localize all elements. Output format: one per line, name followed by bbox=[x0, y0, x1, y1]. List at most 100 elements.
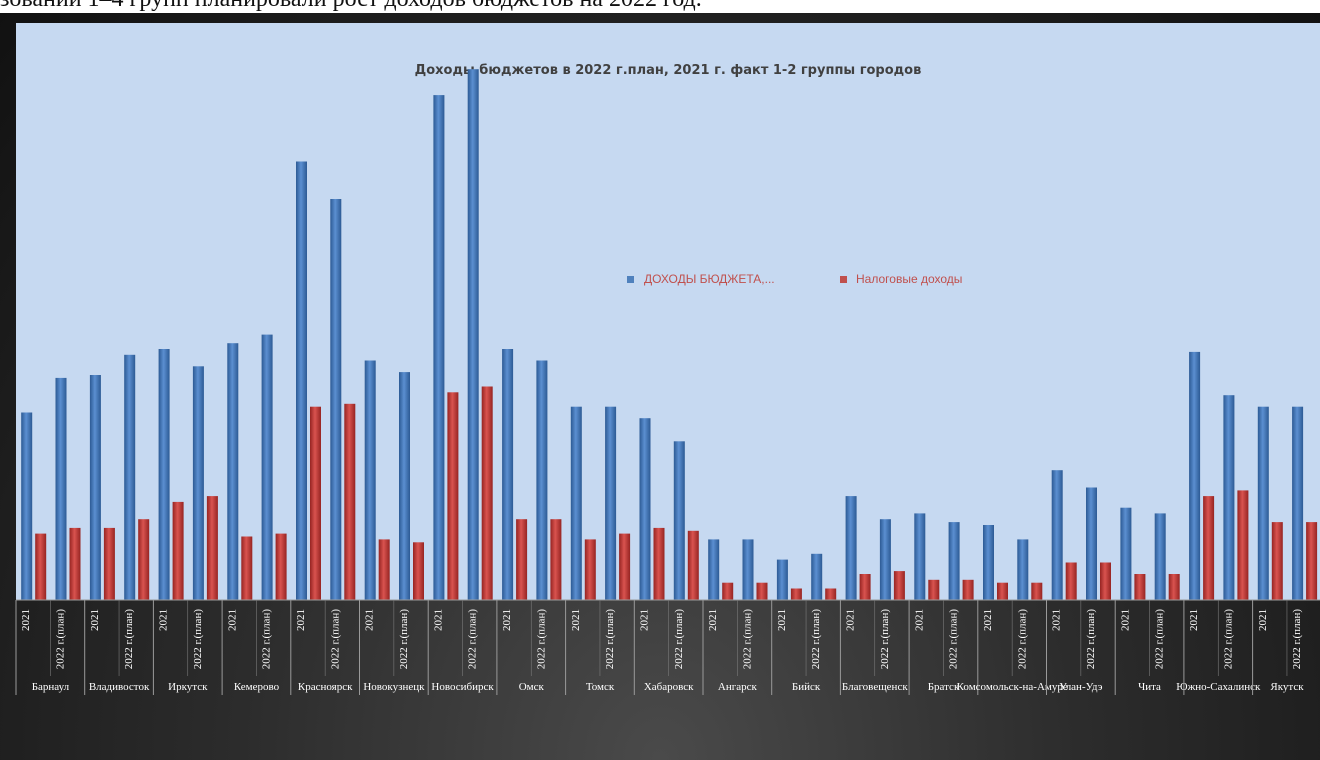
bar-sublabel: 2021 bbox=[1188, 609, 1200, 631]
bar-income bbox=[1051, 470, 1063, 600]
bar-sublabel: 2022 г.(план) bbox=[673, 609, 685, 670]
bar-tax bbox=[344, 403, 356, 600]
bar-sublabel: 2021 bbox=[295, 609, 307, 631]
city-label: Иркутск bbox=[168, 681, 208, 693]
city-label: Владивосток bbox=[89, 681, 150, 693]
bar-sublabel: 2022 г.(план) bbox=[55, 609, 67, 670]
bar-tax bbox=[138, 519, 150, 600]
chart-frame: Доходы бюджетов в 2022 г.план, 2021 г. ф… bbox=[0, 13, 1320, 760]
bar-tax bbox=[1031, 582, 1043, 600]
bar-tax bbox=[962, 579, 974, 600]
bar-tax bbox=[447, 392, 459, 600]
bar-tax bbox=[859, 574, 871, 600]
bar-income bbox=[1086, 487, 1097, 600]
bar-sublabel: 2021 bbox=[1119, 609, 1131, 631]
bar-income bbox=[467, 69, 479, 600]
chart-title: Доходы бюджетов в 2022 г.план, 2021 г. ф… bbox=[415, 63, 922, 78]
bar-sublabel: 2021 bbox=[707, 609, 719, 631]
bar-sublabel: 2022 г.(план) bbox=[948, 609, 960, 670]
city-label: Якутск bbox=[1270, 681, 1304, 693]
bar-tax bbox=[1237, 490, 1249, 600]
city-label: Улан-Удэ bbox=[1059, 681, 1103, 693]
bar-income bbox=[1257, 406, 1269, 600]
bar-income bbox=[983, 525, 994, 600]
bar-income bbox=[502, 349, 514, 600]
bar-sublabel: 2022 г.(план) bbox=[535, 609, 547, 670]
bar-income bbox=[742, 539, 754, 600]
bar-tax bbox=[928, 579, 940, 600]
bar-income bbox=[1189, 351, 1201, 600]
bar-tax bbox=[893, 571, 905, 600]
city-label: Томск bbox=[586, 681, 615, 693]
bar-income bbox=[21, 412, 33, 600]
city-label: Ангарск bbox=[718, 681, 758, 693]
bar-sublabel: 2022 г.(план) bbox=[879, 609, 891, 670]
bar-sublabel: 2021 bbox=[913, 609, 925, 631]
bar-sublabel: 2022 г.(план) bbox=[1222, 609, 1234, 670]
legend-label-income: ДОХОДЫ БЮДЖЕТА,... bbox=[644, 272, 775, 286]
bar-tax bbox=[413, 542, 424, 600]
bar-sublabel: 2022 г.(план) bbox=[1016, 609, 1028, 670]
category-axis: 2021 2022 г.(план) 2021 2022 г.(план) 2021 20… bbox=[15, 599, 1320, 695]
city-label: Южно-Сахалинск bbox=[1176, 681, 1261, 693]
bar-tax bbox=[1100, 562, 1111, 600]
bar-income bbox=[124, 354, 136, 600]
bar-tax bbox=[35, 533, 47, 600]
bar-tax bbox=[172, 501, 184, 600]
bar-income bbox=[914, 513, 926, 600]
bar-income bbox=[845, 496, 857, 600]
bar-income bbox=[536, 360, 548, 600]
bar-tax bbox=[1271, 522, 1283, 600]
bar-sublabel: 2021 bbox=[982, 609, 994, 631]
bar-tax bbox=[1203, 496, 1215, 600]
bar-sublabel: 2022 г.(план) bbox=[192, 609, 204, 670]
bar-tax bbox=[378, 539, 390, 600]
bar-sublabel: 2021 bbox=[570, 609, 582, 631]
legend-swatch-tax bbox=[840, 276, 847, 283]
bar-sublabel: 2021 bbox=[501, 609, 513, 631]
bar-income bbox=[605, 406, 617, 600]
bar-tax bbox=[206, 496, 218, 600]
city-label: Барнаул bbox=[32, 681, 70, 693]
bar-sublabel: 2021 bbox=[845, 609, 857, 631]
bar-income bbox=[158, 349, 170, 600]
city-label: Хабаровск bbox=[644, 681, 694, 693]
bar-tax bbox=[653, 527, 665, 600]
bar-sublabel: 2022 г.(план) bbox=[810, 609, 822, 670]
bar-income bbox=[1120, 507, 1132, 600]
bar-tax bbox=[310, 406, 321, 600]
bar-income bbox=[1292, 406, 1304, 600]
bar-income bbox=[227, 343, 239, 600]
bar-sublabel: 2021 bbox=[1051, 609, 1063, 631]
bar-tax bbox=[516, 519, 528, 600]
bar-tax bbox=[481, 386, 493, 600]
bars bbox=[21, 69, 1318, 600]
bar-income bbox=[1154, 513, 1166, 600]
bar-income bbox=[776, 559, 788, 600]
bar-sublabel: 2022 г.(план) bbox=[1085, 609, 1097, 670]
bar-tax bbox=[1065, 562, 1077, 600]
city-label: Братск bbox=[928, 681, 960, 693]
bar-sublabel: 2022 г.(план) bbox=[467, 609, 479, 670]
bar-sublabel: 2022 г.(план) bbox=[398, 609, 410, 670]
city-label: Кемерово bbox=[234, 681, 280, 693]
bar-tax bbox=[103, 527, 115, 600]
bar-tax bbox=[241, 536, 253, 600]
legend-swatch-income bbox=[627, 276, 634, 283]
bar-income bbox=[192, 366, 204, 600]
bar-income bbox=[879, 519, 891, 600]
bar-income bbox=[1017, 539, 1029, 600]
bar-income bbox=[673, 441, 685, 600]
bar-sublabel: 2021 bbox=[364, 609, 376, 631]
bar-income bbox=[708, 539, 720, 600]
legend-label-tax: Налоговые доходы bbox=[856, 272, 962, 286]
bar-sublabel: 2022 г.(план) bbox=[123, 609, 135, 670]
bar-income bbox=[296, 161, 307, 600]
bar-tax bbox=[275, 533, 287, 600]
bar-tax bbox=[619, 533, 631, 600]
bar-sublabel: 2022 г.(план) bbox=[261, 609, 273, 670]
bar-income bbox=[948, 522, 960, 600]
bar-sublabel: 2022 г.(план) bbox=[604, 609, 616, 670]
bar-sublabel: 2022 г.(план) bbox=[742, 609, 754, 670]
city-label: Новокузнецк bbox=[363, 681, 425, 693]
